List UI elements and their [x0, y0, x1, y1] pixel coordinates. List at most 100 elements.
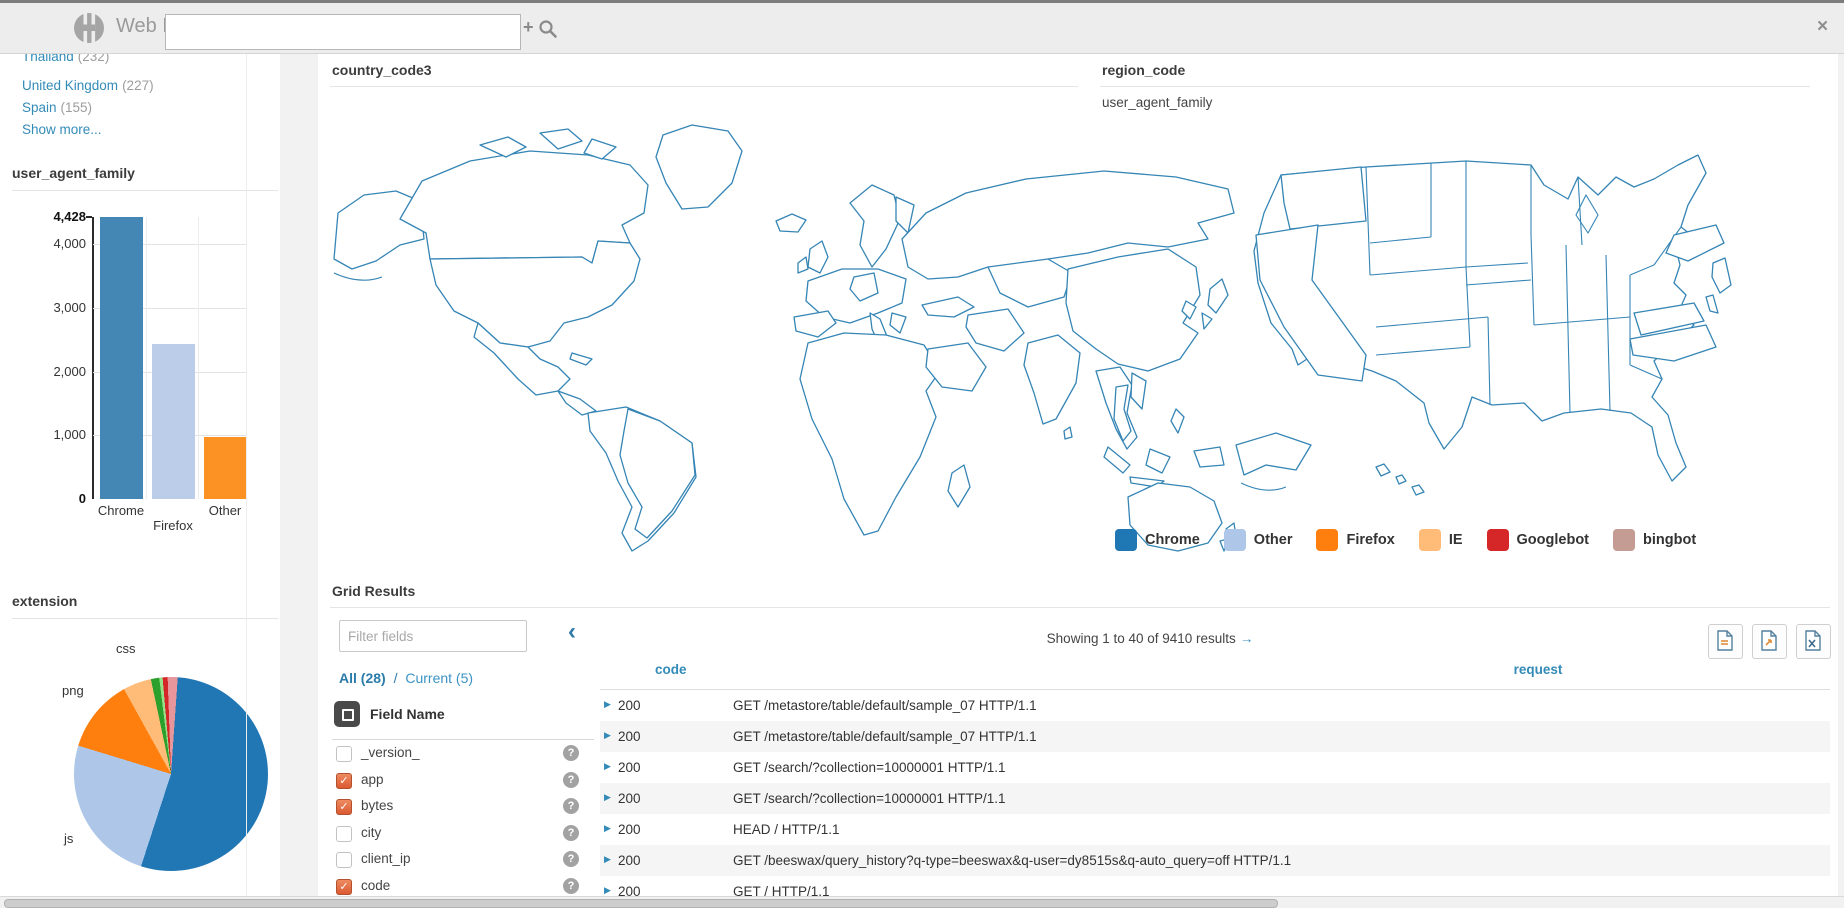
legend-item-googlebot[interactable]: Googlebot	[1486, 529, 1589, 551]
expand-row-icon[interactable]: ▶	[604, 823, 611, 833]
bar-firefox[interactable]	[152, 344, 195, 499]
map-region-hawaii[interactable]	[1375, 463, 1391, 477]
next-page-icon[interactable]: →	[1239, 631, 1254, 646]
map-region-philippines[interactable]	[1170, 408, 1185, 434]
map-region-arctic-island[interactable]	[583, 138, 617, 160]
map-region-greenland[interactable]	[655, 124, 743, 210]
help-icon[interactable]: ?	[563, 798, 579, 814]
map-region-finland[interactable]	[895, 196, 915, 234]
hue-logo[interactable]	[72, 11, 106, 45]
help-icon[interactable]: ?	[563, 745, 579, 761]
map-region-arctic-island[interactable]	[539, 128, 583, 150]
map-region-japan[interactable]	[1207, 278, 1229, 314]
map-region-delaware[interactable]	[1705, 294, 1719, 314]
help-icon[interactable]: ?	[563, 771, 579, 788]
export-button-2[interactable]	[1752, 624, 1787, 659]
map-region-mexico[interactable]	[473, 322, 571, 396]
map-region-california[interactable]	[1255, 224, 1367, 382]
map-region-virginia[interactable]	[1633, 302, 1705, 336]
expand-row-icon[interactable]: ▶	[604, 885, 611, 895]
map-region-turkey[interactable]	[921, 296, 975, 318]
map-region-iran[interactable]	[965, 308, 1025, 352]
map-region-central-europe[interactable]	[849, 272, 879, 302]
tab-current-fields[interactable]: Current (5)	[405, 670, 474, 686]
map-region-cuba[interactable]	[569, 352, 593, 366]
map-region-new-york[interactable]	[1665, 224, 1725, 262]
add-widget-icon[interactable]: +	[523, 17, 534, 37]
map-region-new-guinea[interactable]	[1193, 446, 1225, 468]
map-region-balkans[interactable]	[889, 312, 907, 334]
map-region-canada[interactable]	[399, 150, 649, 264]
extension-pie-chart[interactable]	[74, 677, 268, 871]
legend-item-other[interactable]: Other	[1223, 529, 1292, 551]
map-region-scandinavia[interactable]	[849, 184, 901, 268]
country-facet-link[interactable]: Spain	[22, 100, 57, 115]
map-region-alaska-inset[interactable]	[1235, 432, 1312, 476]
map-region-china[interactable]	[1065, 248, 1201, 372]
map-region-sri-lanka[interactable]	[1063, 426, 1073, 440]
map-region-brazil[interactable]	[619, 408, 696, 539]
expand-row-icon[interactable]: ▶	[604, 699, 611, 709]
map-region-new-jersey[interactable]	[1711, 257, 1732, 294]
country-facet-link[interactable]: United Kingdom	[22, 78, 119, 93]
field-checkbox[interactable]	[336, 825, 352, 842]
close-icon[interactable]: ×	[1817, 16, 1829, 37]
field-checkbox[interactable]: ✓	[336, 772, 352, 789]
map-region-usa[interactable]	[429, 240, 641, 348]
map-region-japan[interactable]	[1201, 312, 1213, 330]
map-region-spain[interactable]	[793, 310, 837, 338]
column-header-request[interactable]: request	[1513, 662, 1563, 677]
field-checkbox[interactable]: ✓	[336, 799, 352, 815]
dashboard-search-input[interactable]	[165, 14, 521, 50]
map-region-washington[interactable]	[1280, 166, 1367, 230]
select-all-fields-checkbox[interactable]	[334, 701, 360, 727]
sidebar-scrollbar-track[interactable]	[246, 53, 247, 908]
help-icon[interactable]: ?	[563, 877, 579, 894]
map-region-arctic-island[interactable]	[479, 136, 527, 158]
map-region-hawaii[interactable]	[1411, 484, 1425, 496]
country-facet-link[interactable]: Thailand	[22, 53, 74, 64]
expand-row-icon[interactable]: ▶	[604, 761, 611, 771]
map-region-thailand[interactable]	[1113, 384, 1132, 442]
bar-other[interactable]	[204, 437, 247, 499]
export-button-3[interactable]	[1796, 624, 1831, 659]
bar-chrome[interactable]	[100, 217, 143, 499]
show-more-link[interactable]: Show more...	[22, 122, 102, 137]
legend-item-firefox[interactable]: Firefox	[1316, 529, 1395, 551]
map-region-iceland[interactable]	[775, 213, 807, 233]
field-checkbox[interactable]	[336, 746, 352, 762]
map-region-madagascar[interactable]	[947, 464, 971, 508]
map-region-africa[interactable]	[799, 332, 941, 536]
field-checkbox[interactable]: ✓	[336, 878, 352, 895]
expand-row-icon[interactable]: ▶	[604, 854, 611, 864]
horizontal-scrollbar-track[interactable]	[0, 896, 1844, 908]
map-region-hawaii[interactable]	[1395, 474, 1407, 485]
expand-row-icon[interactable]: ▶	[604, 792, 611, 802]
search-icon[interactable]	[538, 19, 558, 39]
map-region-central-america[interactable]	[557, 390, 597, 416]
map-region-kazakhstan[interactable]	[987, 258, 1073, 308]
map-region-saudi-arabia[interactable]	[925, 342, 987, 392]
legend-item-bingbot[interactable]: bingbot	[1613, 529, 1696, 551]
map-region-vietnam[interactable]	[1130, 372, 1147, 410]
legend-item-chrome[interactable]: Chrome	[1115, 529, 1200, 551]
column-header-code[interactable]: code	[655, 662, 687, 677]
map-region-australia[interactable]	[1127, 482, 1223, 552]
map-region-north-carolina[interactable]	[1629, 324, 1717, 362]
map-region-sumatra[interactable]	[1103, 446, 1131, 474]
map-region-uk[interactable]	[807, 240, 829, 274]
horizontal-scrollbar-thumb[interactable]	[4, 899, 1278, 908]
tab-all-fields[interactable]: All (28)	[339, 670, 386, 686]
map-region-ireland[interactable]	[797, 256, 809, 274]
map-region-alaska[interactable]	[333, 190, 425, 270]
map-region-borneo[interactable]	[1145, 448, 1171, 474]
map-region-korea[interactable]	[1181, 300, 1197, 320]
help-icon[interactable]: ?	[563, 824, 579, 841]
filter-fields-input[interactable]	[339, 620, 527, 652]
expand-row-icon[interactable]: ▶	[604, 730, 611, 740]
export-button-1[interactable]	[1708, 624, 1743, 659]
map-region-india[interactable]	[1023, 334, 1081, 425]
legend-item-ie[interactable]: IE	[1418, 529, 1463, 551]
collapse-panel-icon[interactable]: ‹	[568, 618, 576, 645]
help-icon[interactable]: ?	[563, 851, 579, 867]
